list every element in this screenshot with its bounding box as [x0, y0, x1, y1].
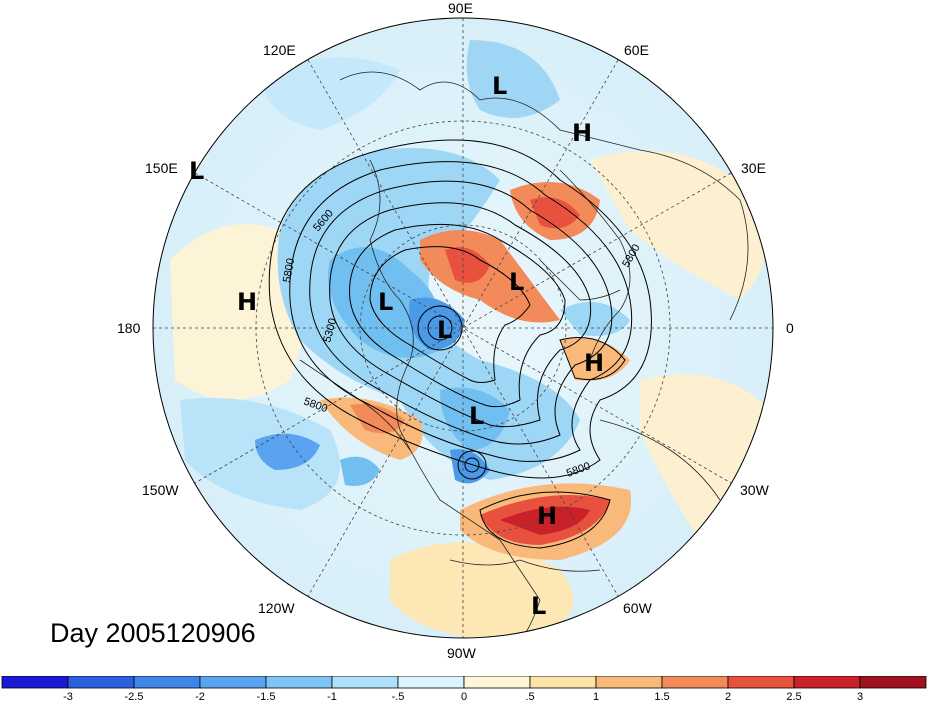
low-pressure-marker: L	[469, 402, 484, 430]
lon-label-150w: 150W	[142, 482, 179, 498]
anomaly-shading	[170, 40, 770, 638]
high-pressure-marker: H	[584, 349, 604, 377]
colorbar-tick-label: -3	[63, 691, 73, 702]
lon-label-120e: 120E	[263, 42, 296, 58]
colorbar-tick-label: 1.5	[654, 691, 669, 702]
low-pressure-marker: L	[531, 592, 546, 620]
plot-title: Day 2005120906	[50, 618, 256, 648]
lon-label-30e: 30E	[741, 160, 766, 176]
lon-label-0: 0	[786, 320, 794, 336]
colorbar-tick-label: 0	[461, 691, 467, 702]
colorbar-box	[331, 676, 399, 689]
colorbar-tick-label: 3	[857, 691, 863, 702]
colorbar-box	[199, 676, 267, 689]
low-pressure-marker: L	[378, 288, 393, 316]
colorbar-tick-label: 2.5	[786, 691, 801, 702]
low-pressure-marker: L	[492, 72, 507, 100]
colorbar-box	[1, 676, 69, 689]
high-pressure-marker: H	[537, 502, 557, 530]
colorbar-tick-label: -1.5	[257, 691, 276, 702]
colorbar-box	[661, 676, 729, 689]
colorbar-tick-label: -.5	[392, 691, 405, 702]
colorbar-tick-label: -1	[327, 691, 337, 702]
colorbar-box	[859, 676, 927, 689]
height-contours	[268, 139, 652, 549]
low-pressure-marker: L	[509, 268, 524, 296]
map-border	[152, 17, 774, 639]
colorbar-box	[463, 676, 531, 689]
colorbar-tick-labels: -3 -2.5 -2 -1.5 -1 -.5 0 .5 1 1.5 2 2.5 3	[63, 691, 863, 702]
high-pressure-marker: H	[237, 288, 257, 316]
contour-label: 5800	[281, 257, 297, 283]
lon-label-60e: 60E	[624, 42, 649, 58]
colorbar-box	[133, 676, 201, 689]
colorbar-box	[265, 676, 333, 689]
lon-label-90e: 90E	[448, 0, 473, 16]
graticule	[153, 18, 773, 638]
polar-map: 90E 60E 30E 0 30W 60W 90W 120W 150W 180 …	[117, 0, 794, 661]
colorbar-tick-label: 1	[593, 691, 599, 702]
low-pressure-marker: L	[437, 316, 452, 344]
lon-label-180: 180	[117, 320, 141, 336]
lon-label-90w: 90W	[447, 645, 477, 661]
colorbar-box	[727, 676, 795, 689]
pressure-centers: L H L H L L L H L H L	[189, 72, 604, 620]
colorbar-tick-label: .5	[525, 691, 534, 702]
lon-label-30w: 30W	[740, 482, 770, 498]
high-pressure-marker: H	[572, 119, 592, 147]
low-pressure-marker: L	[189, 157, 204, 185]
lon-label-120w: 120W	[258, 600, 295, 616]
lon-label-60w: 60W	[623, 600, 653, 616]
colorbar-box	[793, 676, 861, 689]
longitude-labels: 90E 60E 30E 0 30W 60W 90W 120W 150W 180 …	[117, 0, 794, 661]
colorbar-tick-label: -2	[195, 691, 205, 702]
colorbar-tick-label: 2	[725, 691, 731, 702]
colorbar-box	[529, 676, 597, 689]
colorbar-box	[67, 676, 135, 689]
colorbar-boxes	[1, 676, 927, 689]
colorbar: -3 -2.5 -2 -1.5 -1 -.5 0 .5 1 1.5 2 2.5 3	[1, 676, 927, 702]
colorbar-box	[595, 676, 663, 689]
lon-label-150e: 150E	[145, 160, 178, 176]
colorbar-tick-label: -2.5	[125, 691, 144, 702]
colorbar-box	[397, 676, 465, 689]
